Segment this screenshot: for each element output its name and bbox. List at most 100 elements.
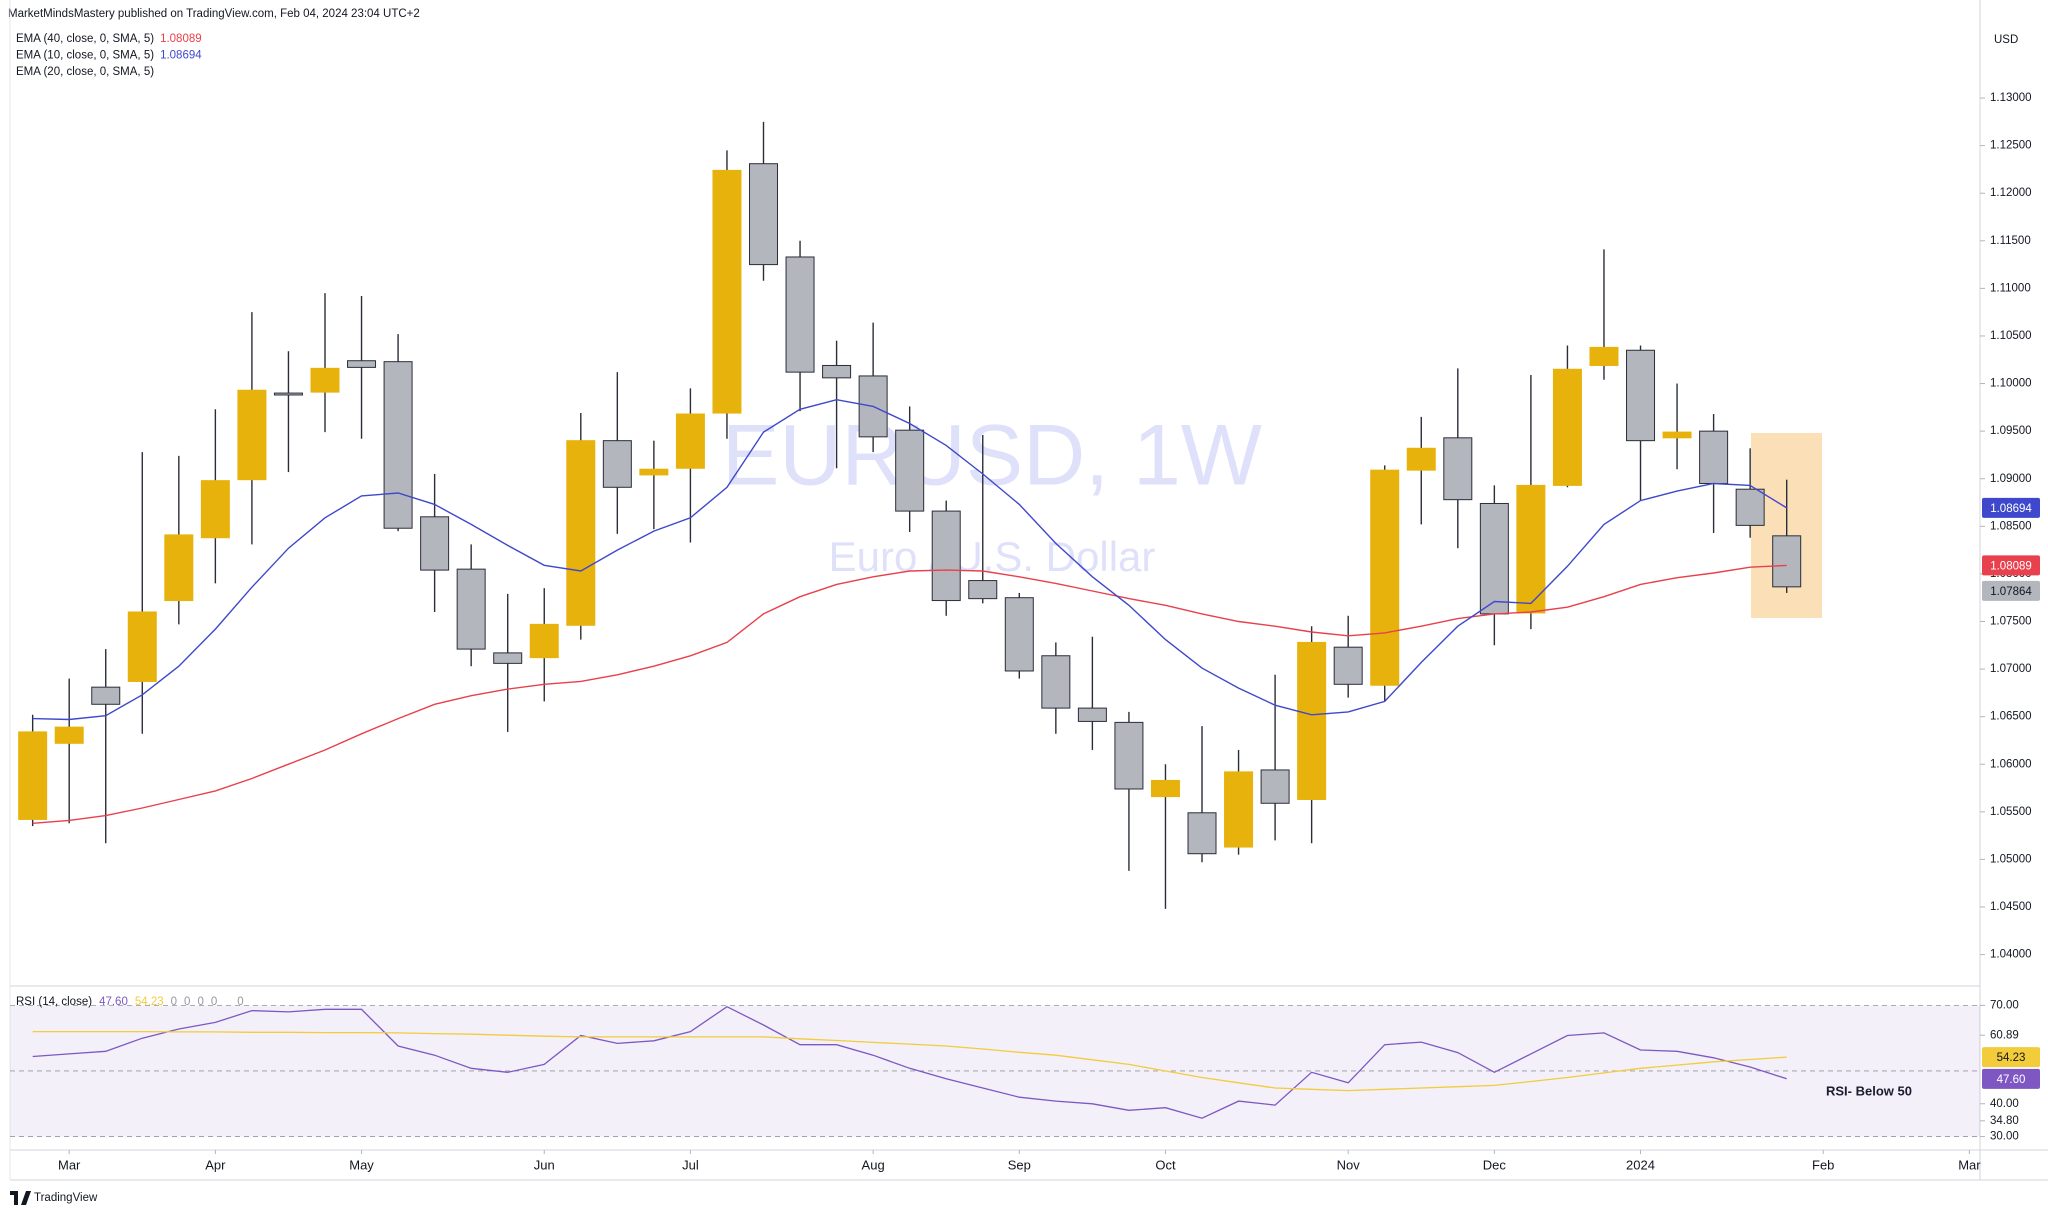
y-tick-label: 70.00 <box>1990 999 2019 1011</box>
candle-body <box>1406 447 1436 471</box>
candle-body <box>91 686 121 705</box>
candle-body <box>529 623 559 659</box>
price-badge: 1.08694 <box>1990 503 2032 515</box>
rsi-badge-bg <box>1982 1047 2040 1068</box>
last-price-badge-bg <box>1982 580 2040 601</box>
legend-entry: EMA (40, close, 0, SMA, 5) 1.08089 <box>16 33 202 45</box>
rsi-badge: 54.23 <box>1997 1052 2026 1064</box>
y-tick-label: 1.05500 <box>1990 806 2032 818</box>
candle-body <box>712 169 742 414</box>
y-tick-label: 1.07500 <box>1990 616 2032 628</box>
candle-body <box>310 367 340 393</box>
x-tick-label: Feb <box>1812 1157 1834 1172</box>
candle-body <box>1297 641 1327 800</box>
y-tick-label: 60.89 <box>1990 1029 2019 1041</box>
y-tick-label: 1.06500 <box>1990 711 2032 723</box>
publisher: MarketMindsMastery published on TradingV… <box>8 8 420 20</box>
legend-value: 54.23 <box>135 996 164 1008</box>
y-tick-label: 1.04500 <box>1990 901 2032 913</box>
candle-body <box>1370 469 1400 686</box>
candle-body <box>1187 812 1217 855</box>
rsi-legend: RSI (14, close) 47.60 54.23 0 0 0 0 0 <box>16 996 244 1008</box>
legend-extra: 0 <box>211 996 217 1008</box>
legend-entry: EMA (20, close, 0, SMA, 5) <box>16 66 154 78</box>
x-tick-label: Mar <box>58 1157 81 1172</box>
x-tick-label: Mar <box>1958 1157 1981 1172</box>
x-tick-label: May <box>349 1157 374 1172</box>
rsi-badge: 47.60 <box>1997 1074 2026 1086</box>
candle-body <box>456 568 486 650</box>
candle-body <box>675 413 705 469</box>
candle-body <box>1224 771 1254 848</box>
candle-body <box>1699 430 1729 484</box>
y-tick-label: 1.04000 <box>1990 949 2032 961</box>
price-badge: 1.08089 <box>1990 560 2032 572</box>
annotation: RSI- Below 50 <box>1826 1083 1912 1098</box>
candle-body <box>602 440 632 488</box>
candle-body <box>273 392 303 396</box>
x-tick-label: Sep <box>1008 1157 1031 1172</box>
watermark-symbol: EURUSD, 1W <box>722 408 1262 504</box>
legend-value: 47.60 <box>99 996 128 1008</box>
ema-line <box>32 564 1787 824</box>
legend-name: RSI (14, close) <box>16 996 92 1008</box>
last-price-badge: 1.07864 <box>1990 586 2032 598</box>
y-tick-label: 34.80 <box>1990 1115 2019 1127</box>
y-tick-label: 1.11000 <box>1990 282 2031 294</box>
x-tick-label: Aug <box>862 1157 885 1172</box>
x-tick-label: Nov <box>1337 1157 1361 1172</box>
y-tick-label: 1.06000 <box>1990 758 2032 770</box>
candle-body <box>383 361 413 529</box>
candle-body <box>1077 707 1107 722</box>
candle-body <box>420 516 450 571</box>
candle-body <box>566 440 596 626</box>
price-badge-bg <box>1982 555 2040 576</box>
candle-body <box>1662 431 1692 439</box>
x-tick-label: Jul <box>682 1157 699 1172</box>
candle-body <box>1516 484 1546 614</box>
candle-body <box>822 364 852 379</box>
candle-body <box>347 360 377 368</box>
legend-name: EMA (10, close, 0, SMA, 5) <box>16 50 154 62</box>
candle-body <box>1479 502 1509 615</box>
logo-text: TradingView <box>34 1192 98 1204</box>
legend-value: 1.08694 <box>160 50 202 62</box>
logo-icon <box>10 1191 31 1205</box>
x-tick-label: Dec <box>1483 1157 1507 1172</box>
y-tick-label: 1.09000 <box>1990 473 2032 485</box>
candle-body <box>968 580 998 600</box>
legend-extra: 0 <box>197 996 203 1008</box>
candle-body <box>1772 535 1802 588</box>
x-tick-label: Apr <box>205 1157 226 1172</box>
candle-body <box>200 480 230 539</box>
y-tick-label: 1.12500 <box>1990 140 2032 152</box>
candle-body <box>1735 488 1765 526</box>
legend-name: EMA (20, close, 0, SMA, 5) <box>16 66 154 78</box>
x-tick-label: Oct <box>1155 1157 1176 1172</box>
candle-body <box>785 256 815 373</box>
legend-name: EMA (40, close, 0, SMA, 5) <box>16 33 154 45</box>
candle-body <box>1041 655 1071 709</box>
candle-body <box>164 534 194 602</box>
legend-extra: 0 <box>237 996 243 1008</box>
candle-body <box>54 726 84 744</box>
candle-body <box>931 510 961 602</box>
rsi-line <box>32 1030 1787 1092</box>
candle-body <box>1443 437 1473 501</box>
candle-body <box>1114 721 1144 790</box>
candle-body <box>895 429 925 512</box>
y-tick-label: 1.13000 <box>1990 92 2032 104</box>
candle-body <box>1004 597 1034 672</box>
x-tick-label: 2024 <box>1626 1157 1655 1172</box>
legend-value: 1.08089 <box>160 33 202 45</box>
price-badge-bg <box>1982 497 2040 518</box>
candle-body <box>127 611 157 682</box>
y-tick-label: 1.09500 <box>1990 425 2032 437</box>
y-tick-label: 40.00 <box>1990 1098 2019 1110</box>
y-tick-label: 1.10500 <box>1990 330 2032 342</box>
legend-entry: EMA (10, close, 0, SMA, 5) 1.08694 <box>16 50 202 62</box>
rsi-badge-bg <box>1982 1068 2040 1089</box>
y-tick-label: 1.10000 <box>1990 378 2032 390</box>
y-tick-label: 1.07000 <box>1990 663 2032 675</box>
